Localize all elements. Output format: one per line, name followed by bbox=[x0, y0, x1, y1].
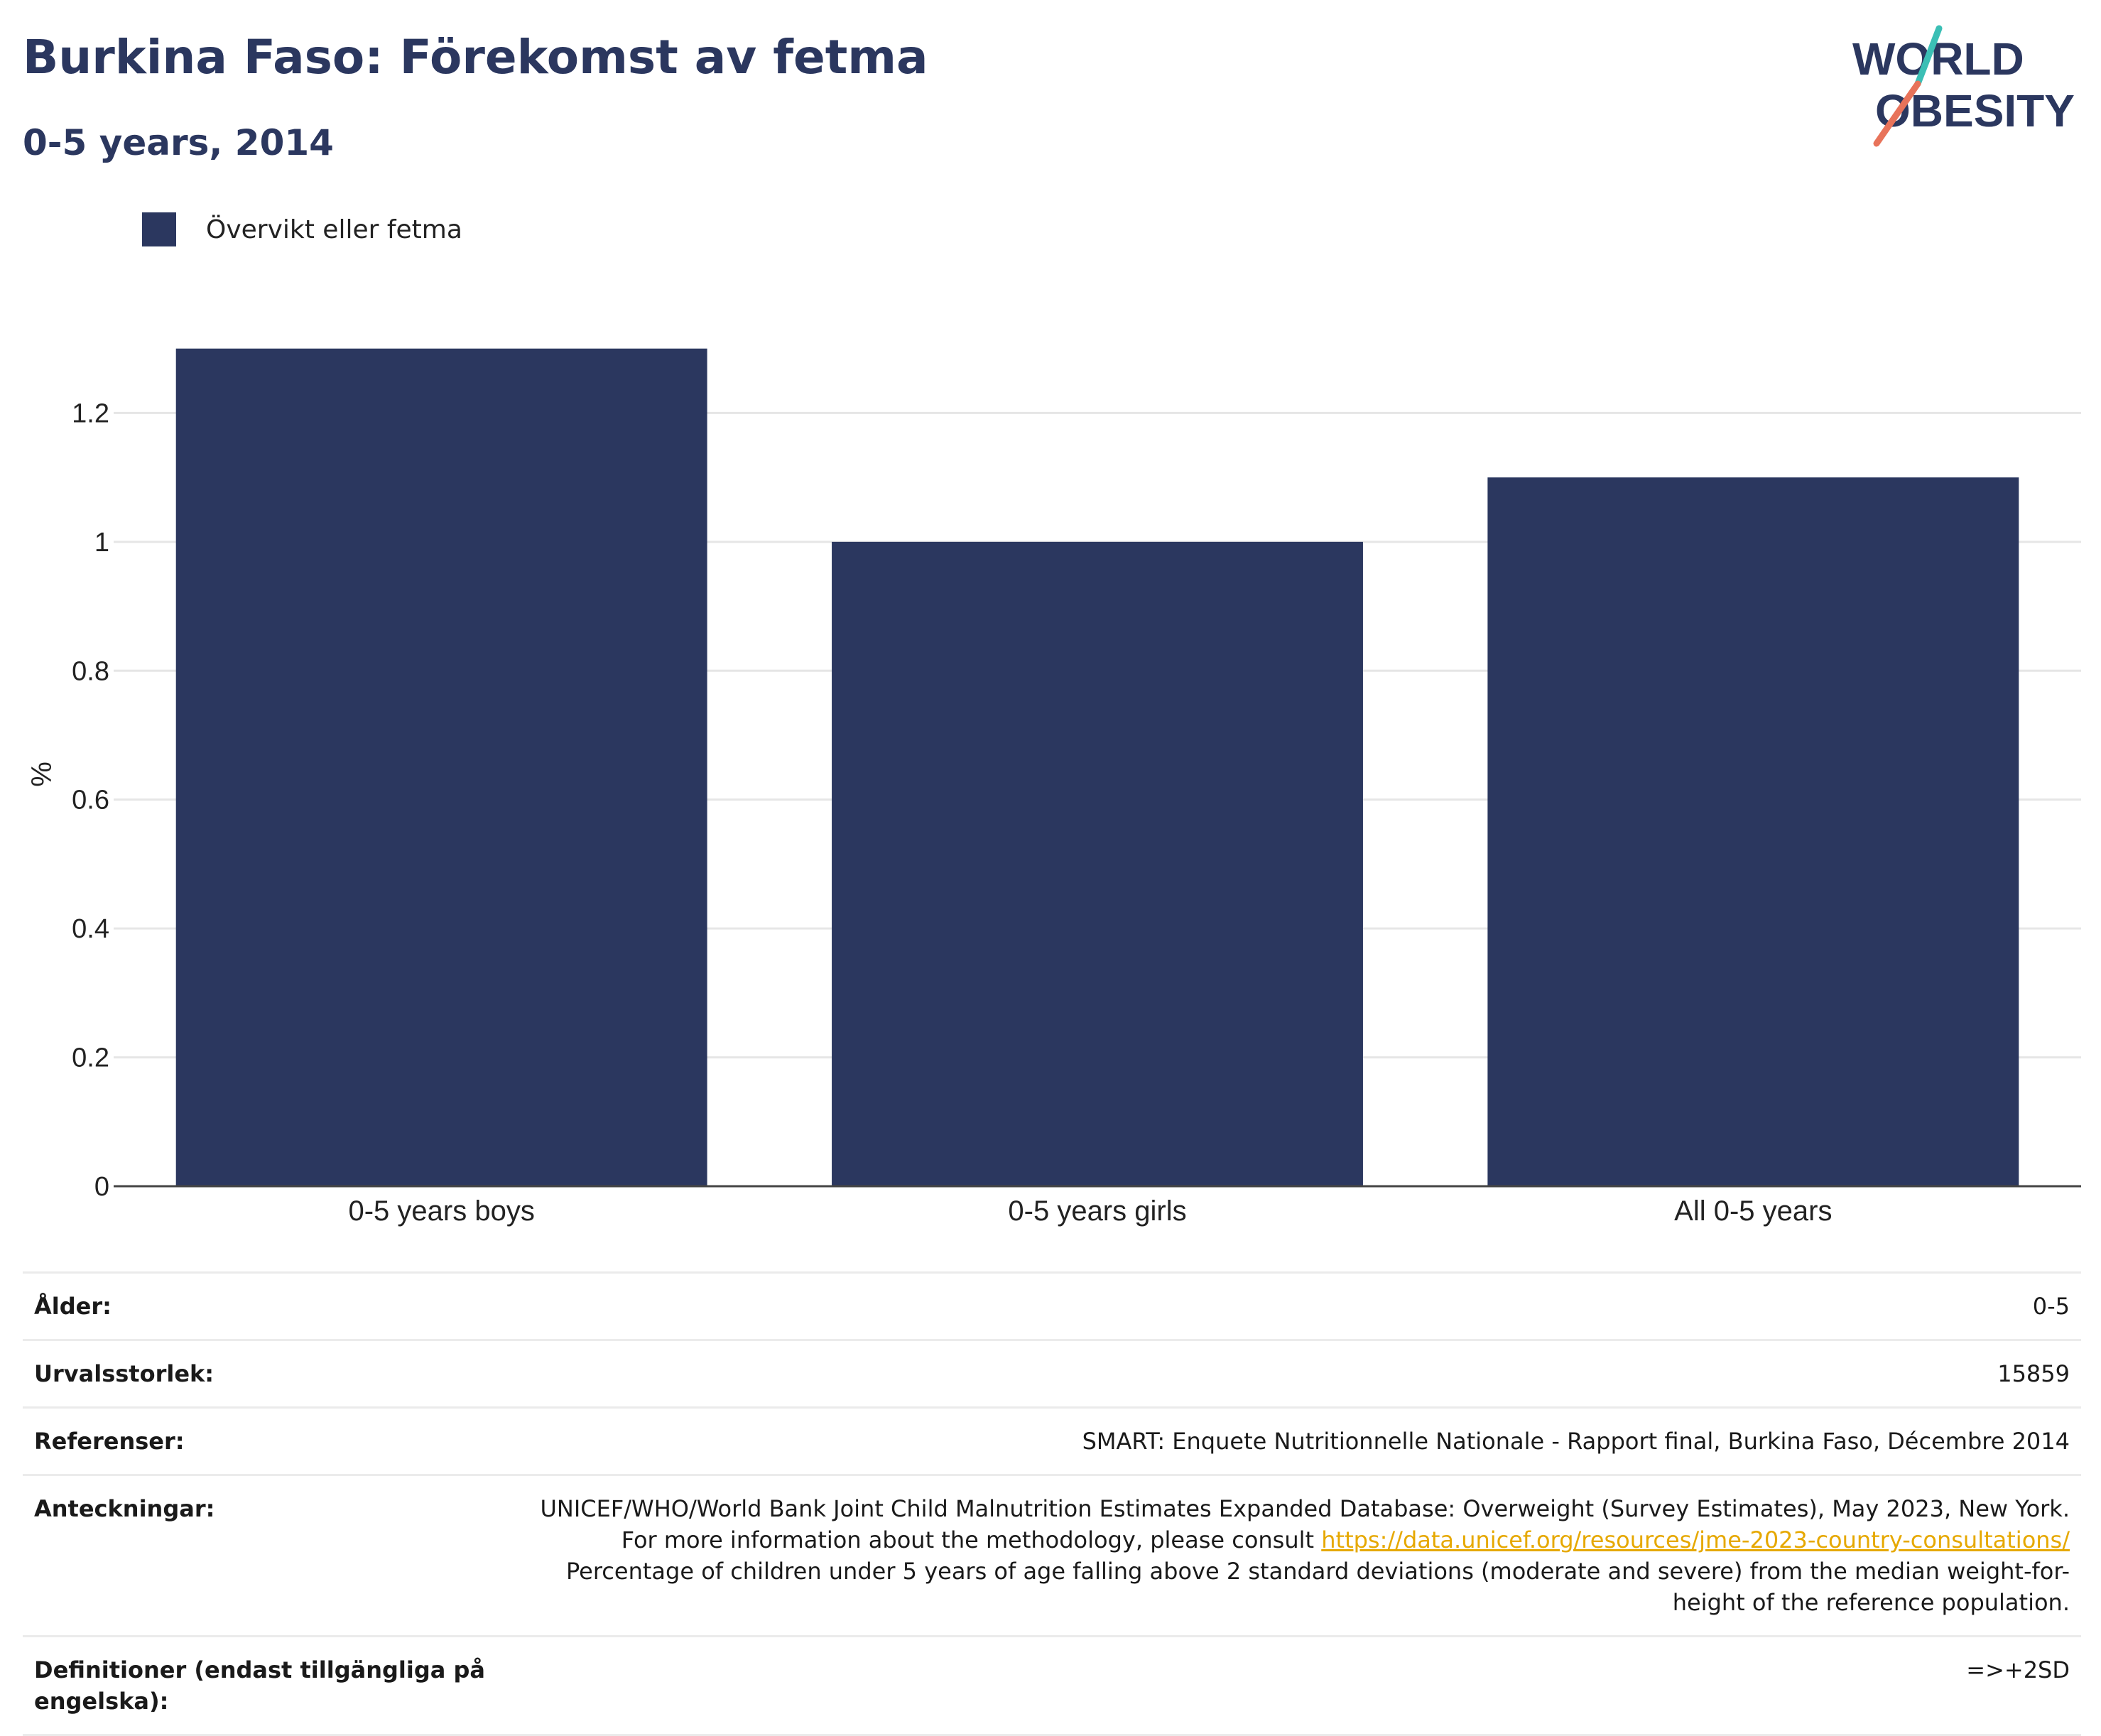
y-tick-label: 1.2 bbox=[72, 398, 109, 428]
notes-text-1: UNICEF/WHO/World Bank Joint Child Malnut… bbox=[540, 1495, 2070, 1553]
chart-subtitle: 0-5 years, 2014 bbox=[23, 122, 334, 163]
x-tick-label: 0-5 years boys bbox=[348, 1195, 534, 1227]
metadata-table: Ålder: 0-5 Urvalsstorlek: 15859 Referens… bbox=[23, 1271, 2081, 1736]
y-axis-label: % bbox=[26, 761, 58, 787]
y-tick-label: 0.4 bbox=[72, 914, 109, 944]
bar[interactable] bbox=[175, 348, 707, 1186]
bar[interactable] bbox=[1487, 477, 2019, 1186]
logo-world-text: WORLD bbox=[1852, 33, 2024, 85]
meta-row-references: Referenser: SMART: Enquete Nutritionnell… bbox=[23, 1406, 2081, 1474]
legend-label: Övervikt eller fetma bbox=[206, 215, 462, 244]
axes: 0 0.2 0.4 0.6 0.8 1 1.2 0-5 years boys 0-5 years… bbox=[72, 398, 2081, 1227]
meta-row-age: Ålder: 0-5 bbox=[23, 1271, 2081, 1339]
definitions-value: =>+2SD bbox=[1966, 1656, 2070, 1683]
references-label: Referenser: bbox=[34, 1428, 185, 1455]
y-tick-label: 0.8 bbox=[72, 656, 109, 686]
bar[interactable] bbox=[832, 541, 1363, 1186]
bars bbox=[175, 348, 2019, 1186]
chart-legend[interactable]: Övervikt eller fetma bbox=[142, 212, 462, 247]
y-tick-label: 0.2 bbox=[72, 1043, 109, 1073]
x-tick-label: All 0-5 years bbox=[1674, 1195, 1832, 1227]
y-tick-label: 0 bbox=[94, 1172, 109, 1202]
y-tick-label: 1 bbox=[94, 528, 109, 558]
y-tick-label: 0.6 bbox=[72, 786, 109, 815]
notes-value: UNICEF/WHO/World Bank Joint Child Malnut… bbox=[521, 1493, 2070, 1618]
chart-title: Burkina Faso: Förekomst av fetma bbox=[23, 30, 928, 85]
x-tick-label: 0-5 years girls bbox=[1008, 1195, 1186, 1227]
notes-text-2: Percentage of children under 5 years of … bbox=[566, 1558, 2070, 1616]
bar-chart: 0 0.2 0.4 0.6 0.8 1 1.2 0-5 years boys 0-5 years… bbox=[26, 348, 2081, 1227]
definitions-label: Definitioner (endast tillgängliga på eng… bbox=[34, 1656, 485, 1715]
sample-size-value: 15859 bbox=[1997, 1360, 2070, 1387]
meta-row-notes: Anteckningar: UNICEF/WHO/World Bank Join… bbox=[23, 1474, 2081, 1635]
age-label: Ålder: bbox=[34, 1293, 112, 1320]
meta-row-sample-size: Urvalsstorlek: 15859 bbox=[23, 1339, 2081, 1406]
notes-label: Anteckningar: bbox=[34, 1495, 215, 1522]
logo-slash-coral bbox=[1873, 80, 1921, 147]
logo-obesity-text: OBESITY bbox=[1875, 85, 2075, 136]
logo-slash-teal bbox=[1914, 25, 1943, 87]
age-value: 0-5 bbox=[2032, 1293, 2070, 1320]
sample-size-label: Urvalsstorlek: bbox=[34, 1360, 215, 1387]
references-value: SMART: Enquete Nutritionnelle Nationale … bbox=[1082, 1428, 2070, 1455]
world-obesity-logo[interactable]: WORLD OBESITY bbox=[1847, 21, 2088, 149]
legend-swatch bbox=[142, 212, 176, 246]
meta-row-definitions: Definitioner (endast tillgängliga på eng… bbox=[23, 1635, 2081, 1736]
notes-methodology-link[interactable]: https://data.unicef.org/resources/jme-20… bbox=[1321, 1526, 2070, 1553]
